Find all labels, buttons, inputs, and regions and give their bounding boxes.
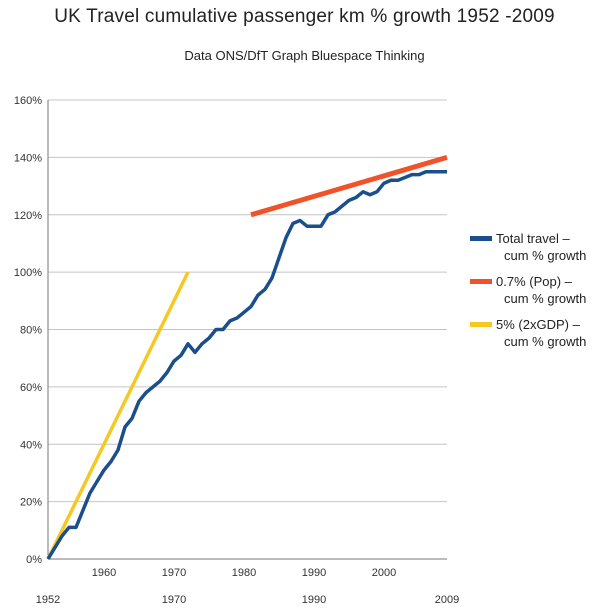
x-tick-label: 1970 (162, 567, 186, 579)
y-tick-label: 100% (14, 267, 42, 279)
x-tick-label: 1980 (232, 567, 256, 579)
x-tick-label: 2009 (435, 594, 459, 606)
y-tick-label: 120% (14, 210, 42, 222)
series-gdp-line (46, 271, 190, 560)
axes (47, 100, 447, 560)
x-tick-label: 1952 (36, 594, 60, 606)
chart-subtitle: Data ONS/DfT Graph Bluespace Thinking (184, 48, 425, 63)
legend-label-line2: cum % growth (504, 334, 587, 349)
legend-entry-total-travel: Total travel – cum % growth (468, 230, 608, 264)
x-tick-label: 2000 (372, 567, 396, 579)
legend-swatch-gdp (470, 322, 492, 327)
chart-title: UK Travel cumulative passenger km % grow… (54, 6, 555, 27)
legend: Total travel – cum % growth 0.7% (Pop) –… (468, 230, 608, 359)
y-tick-label: 140% (14, 152, 42, 164)
x-tick-label: 1970 (162, 594, 186, 606)
series-lines (46, 155, 448, 560)
x-tick-label: 1960 (92, 567, 116, 579)
y-tick-label: 160% (14, 95, 42, 107)
y-tick-label: 80% (20, 325, 42, 337)
grid-lines (48, 99, 447, 503)
legend-label-line2: cum % growth (504, 291, 587, 306)
x-tick-label: 1990 (302, 567, 326, 579)
legend-entry-pop: 0.7% (Pop) – cum % growth (468, 273, 608, 307)
y-tick-label: 0% (26, 554, 42, 566)
legend-swatch-total-travel (470, 236, 492, 241)
series-total-travel-line (46, 169, 447, 560)
y-tick-label: 20% (20, 497, 42, 509)
legend-label-line2: cum % growth (504, 248, 587, 263)
legend-entry-gdp: 5% (2xGDP) – cum % growth (468, 316, 608, 350)
legend-label-line1: 0.7% (Pop) – (496, 274, 572, 289)
series-pop-line (250, 155, 448, 218)
x-tick-label: 1990 (302, 594, 326, 606)
x-axis-tick-labels: 1960 1970 1980 1990 2000 1952 1970 1990 2009 (36, 567, 459, 606)
legend-label-line1: 5% (2xGDP) – (496, 317, 580, 332)
y-tick-label: 60% (20, 382, 42, 394)
legend-label-line1: Total travel – (496, 231, 570, 246)
y-tick-label: 40% (20, 439, 42, 451)
y-axis-tick-labels: 0% 20% 40% 60% 80% 100% 120% 140% 160% (14, 95, 42, 566)
legend-swatch-pop (470, 279, 492, 284)
